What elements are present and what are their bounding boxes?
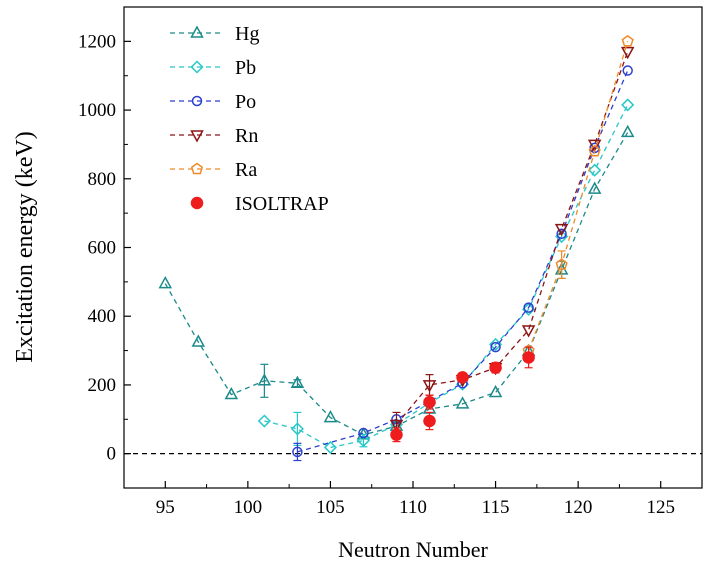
data-point-rn (521, 325, 536, 338)
legend-marker-isoltrap (190, 196, 204, 210)
data-point-rn (422, 380, 437, 393)
data-point-isoltrap (423, 395, 436, 409)
data-point-hg (224, 386, 239, 400)
legend-marker-po (191, 95, 203, 107)
data-point-po (292, 446, 303, 458)
data-point-pb (555, 229, 569, 244)
data-point-hg (191, 334, 206, 347)
data-point-isoltrap (489, 361, 502, 374)
data-point-pb (356, 434, 371, 448)
series-po (292, 65, 633, 462)
legend-marker-hg (190, 25, 204, 38)
y-tick-label: 1000 (78, 100, 116, 121)
data-point-isoltrap (390, 428, 403, 441)
series-layer (158, 34, 635, 462)
legend-item-po: Po (170, 91, 256, 113)
y-tick-label: 600 (88, 238, 117, 259)
data-point-pb (323, 440, 337, 455)
legend-label-hg: Hg (235, 23, 259, 45)
y-tick-label: 0 (107, 444, 117, 465)
data-point-rn (620, 46, 635, 60)
data-point-rn (389, 419, 404, 432)
legend-label-pb: Pb (235, 57, 256, 79)
data-point-pb (290, 422, 304, 436)
series-rn (389, 46, 635, 438)
data-point-hg (620, 124, 635, 138)
data-point-isoltrap (456, 371, 469, 384)
legend-item-hg: Hg (170, 23, 259, 45)
x-tick-label: 125 (646, 497, 675, 518)
legend: Hg Pb Po Rn Ra ISOLTRAP (170, 23, 329, 215)
series-pb (257, 98, 635, 455)
series-line-ra (527, 41, 629, 351)
legend-label-ra: Ra (235, 159, 257, 181)
x-tick-label: 105 (316, 497, 345, 518)
data-point-ra (621, 34, 634, 47)
series-line-pb (264, 104, 629, 449)
series-ra (522, 34, 634, 356)
legend-marker-ra (190, 162, 204, 175)
x-tick-label: 95 (156, 497, 175, 518)
data-point-hg (290, 375, 305, 388)
data-point-po (523, 302, 534, 313)
series-line-rn (395, 51, 629, 425)
legend-item-pb: Pb (170, 57, 256, 79)
data-point-pb (522, 302, 536, 316)
legend-label-rn: Rn (235, 125, 258, 147)
legend-item-ra: Ra (170, 159, 257, 181)
data-point-hg (323, 410, 338, 423)
data-point-pb (257, 414, 271, 428)
x-tick-label: 115 (482, 497, 510, 518)
legend-marker-pb (190, 60, 204, 74)
series-hg (158, 124, 635, 440)
y-tick-label: 1200 (78, 31, 116, 52)
data-point-rn (554, 223, 569, 237)
x-tick-label: 120 (564, 497, 593, 518)
data-point-isoltrap (522, 351, 535, 364)
data-point-po (556, 228, 567, 240)
legend-label-po: Po (235, 91, 256, 113)
legend-item-isoltrap: ISOLTRAP (190, 193, 329, 215)
data-point-pb (621, 98, 635, 112)
y-tick-label: 400 (88, 306, 117, 327)
data-point-po (358, 427, 369, 439)
x-tick-label: 110 (399, 497, 427, 518)
series-line-po (297, 70, 629, 453)
data-point-hg (587, 181, 602, 194)
data-point-ra (555, 258, 568, 270)
data-point-hg (488, 384, 503, 398)
legend-label-isoltrap: ISOLTRAP (235, 193, 329, 215)
x-axis-title: Neutron Number (338, 537, 488, 562)
data-point-hg (158, 276, 173, 289)
axes-layer: 95 100 105 110 115 120 125 0 200 400 600 800 1000 120… (78, 31, 675, 518)
y-tick-label: 800 (88, 169, 117, 190)
data-point-po (622, 65, 633, 76)
data-point-po (490, 341, 501, 353)
series-isoltrap (390, 346, 535, 443)
data-point-ra (588, 144, 601, 157)
x-tick-label: 100 (234, 497, 263, 518)
y-tick-label: 200 (88, 375, 117, 396)
legend-marker-rn (190, 130, 204, 143)
data-point-isoltrap (423, 414, 436, 428)
plot-frame (123, 6, 703, 489)
legend-item-rn: Rn (170, 125, 258, 147)
data-point-hg (257, 373, 272, 386)
data-point-pb (588, 163, 602, 177)
data-point-hg (455, 396, 470, 409)
y-axis-title: Excitation energy (keV) (12, 131, 38, 362)
data-point-rn (587, 139, 602, 152)
